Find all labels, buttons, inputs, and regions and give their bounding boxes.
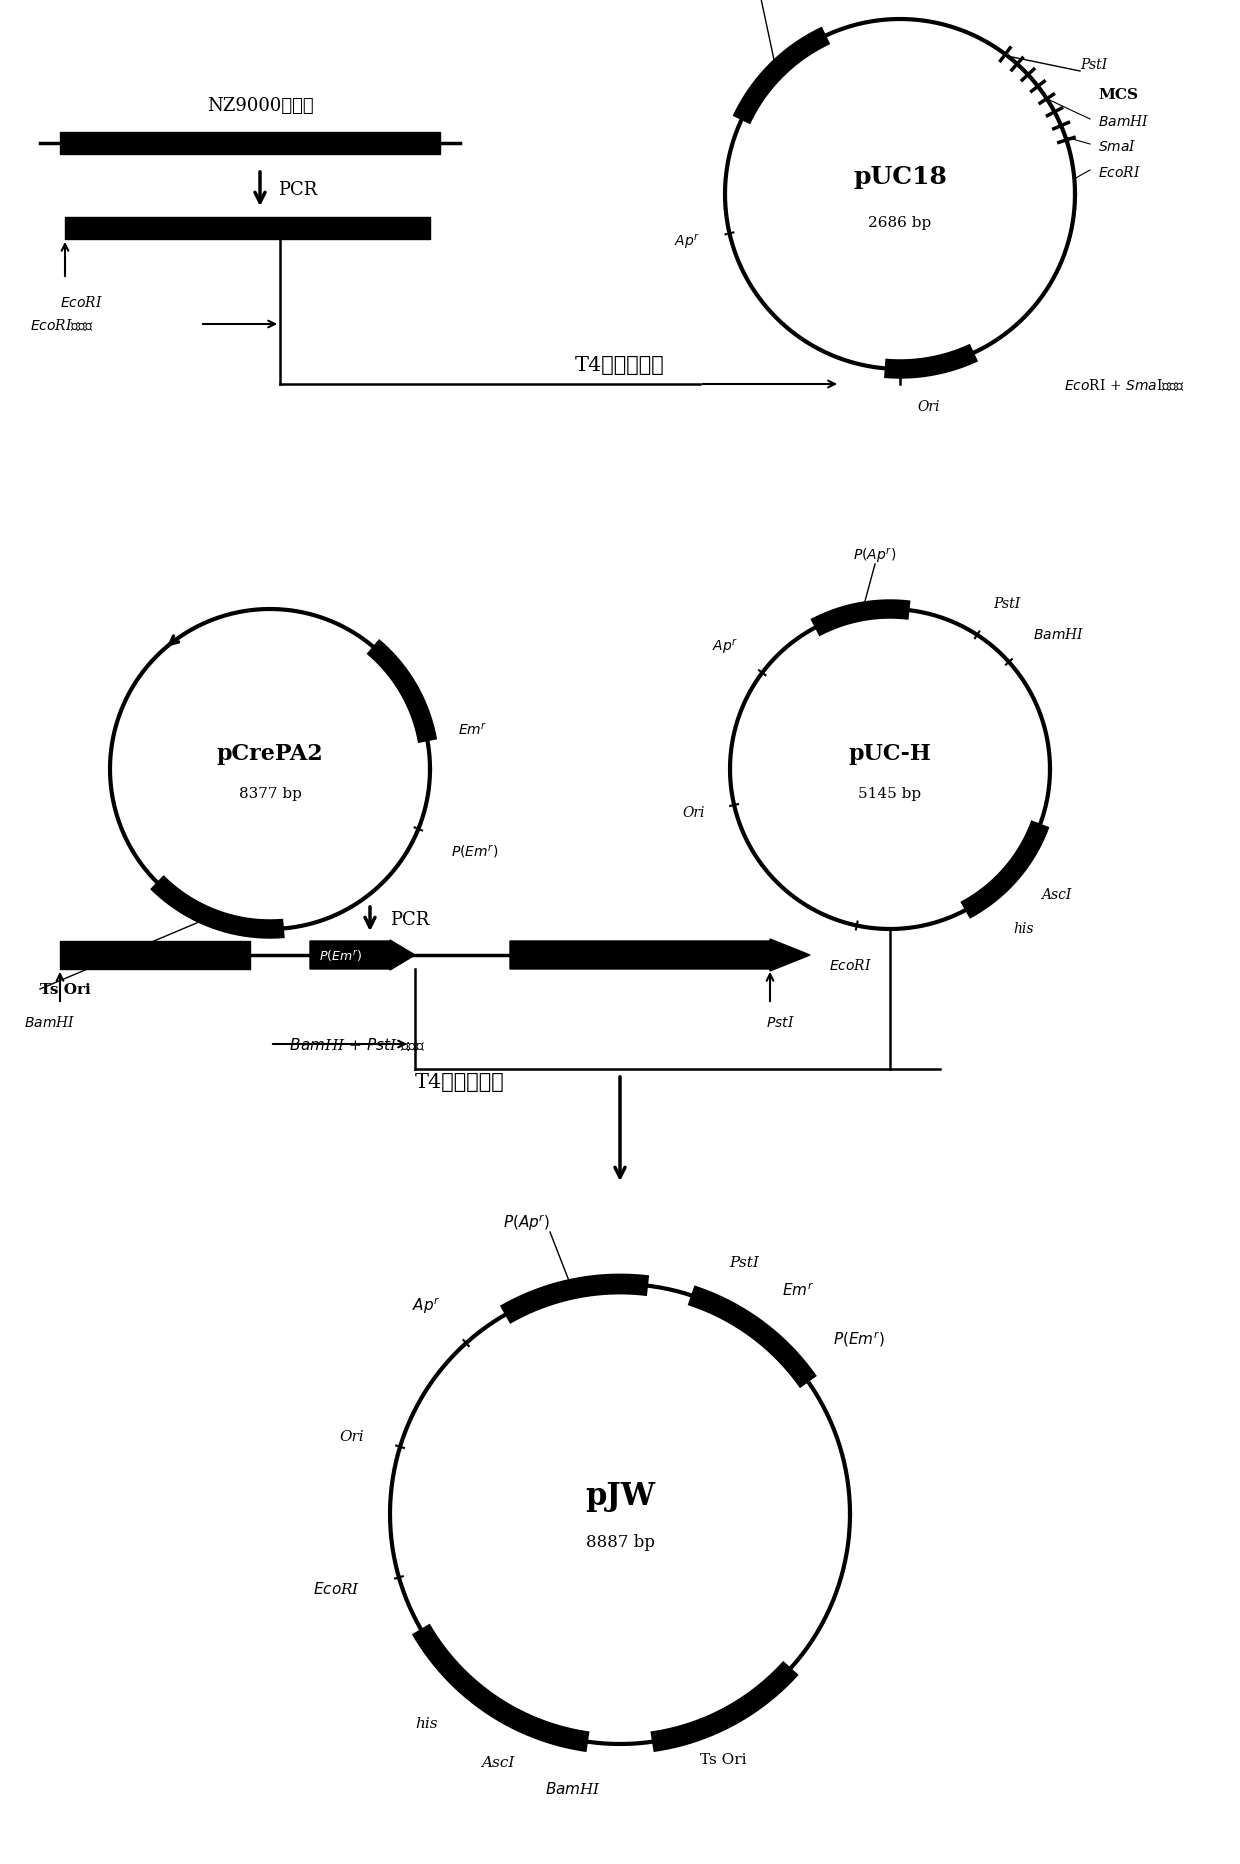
Text: $Eco$RI: $Eco$RI	[314, 1581, 361, 1597]
Text: PstI: PstI	[1080, 58, 1107, 73]
Text: $Eco$RI: $Eco$RI	[828, 958, 872, 973]
Text: AscI: AscI	[1042, 887, 1071, 902]
Text: his: his	[1013, 921, 1034, 936]
Text: T4连接酶连接: T4连接酶连接	[415, 1072, 505, 1092]
Text: $P(Ap^r)$: $P(Ap^r)$	[853, 546, 897, 565]
Text: PstI: PstI	[729, 1256, 759, 1269]
Text: Ts Ori: Ts Ori	[701, 1752, 746, 1767]
Text: $Ap^r$: $Ap^r$	[712, 636, 738, 656]
Text: pJW: pJW	[585, 1480, 655, 1512]
Text: $Em^r$: $Em^r$	[458, 721, 487, 738]
Text: $P(Em^r)$: $P(Em^r)$	[833, 1329, 884, 1348]
Text: Ts Ori: Ts Ori	[40, 982, 91, 997]
Text: PstI: PstI	[993, 596, 1021, 610]
Text: $Ap^r$: $Ap^r$	[412, 1295, 440, 1316]
Text: T4连接酶连接: T4连接酶连接	[575, 356, 665, 375]
Text: $Pst$I: $Pst$I	[765, 1014, 795, 1029]
Text: $P(Em^r)$: $P(Em^r)$	[451, 843, 498, 859]
Text: $Em^r$: $Em^r$	[782, 1281, 815, 1299]
Text: $Bam$HI + $Pst$I 双酶切: $Bam$HI + $Pst$I 双酶切	[280, 1036, 425, 1053]
Text: $Bam$HI: $Bam$HI	[25, 1014, 76, 1029]
Text: PCR: PCR	[278, 181, 317, 199]
Text: pUC-H: pUC-H	[848, 742, 931, 764]
Text: $Sma$I: $Sma$I	[1097, 140, 1137, 155]
Text: PCR: PCR	[391, 910, 429, 928]
Text: Ori: Ori	[682, 805, 704, 820]
Text: pUC18: pUC18	[853, 164, 947, 188]
Text: $Eco$RI: $Eco$RI	[60, 295, 103, 309]
Text: $Bam$HI: $Bam$HI	[1097, 114, 1149, 129]
Text: Ori: Ori	[339, 1430, 363, 1443]
Text: pCrePA2: pCrePA2	[217, 742, 324, 764]
FancyArrow shape	[510, 939, 810, 971]
Text: $Ap^r$: $Ap^r$	[675, 231, 701, 250]
Text: AscI: AscI	[481, 1754, 515, 1769]
Text: MCS: MCS	[1097, 88, 1138, 103]
Text: $Eco$RI + $Sma$I双酶切: $Eco$RI + $Sma$I双酶切	[1064, 377, 1185, 393]
Text: 8887 bp: 8887 bp	[585, 1534, 655, 1551]
Text: Ori: Ori	[918, 399, 940, 414]
Text: $Eco$RI单酶切: $Eco$RI单酶切	[30, 317, 94, 332]
Text: his: his	[415, 1717, 438, 1730]
Text: 5145 bp: 5145 bp	[858, 787, 921, 800]
Text: $Eco$RI: $Eco$RI	[1097, 166, 1141, 181]
Text: 2686 bp: 2686 bp	[868, 216, 931, 229]
Text: $Bam$HI: $Bam$HI	[1033, 626, 1084, 641]
FancyArrow shape	[310, 941, 415, 971]
Text: $P(Ap^r)$: $P(Ap^r)$	[502, 1212, 551, 1232]
Text: NZ9000基因组: NZ9000基因组	[207, 97, 314, 116]
Text: $Bam$HI: $Bam$HI	[546, 1780, 601, 1795]
Text: 8377 bp: 8377 bp	[238, 787, 301, 800]
Text: $P(Em^r)$: $P(Em^r)$	[319, 947, 361, 964]
